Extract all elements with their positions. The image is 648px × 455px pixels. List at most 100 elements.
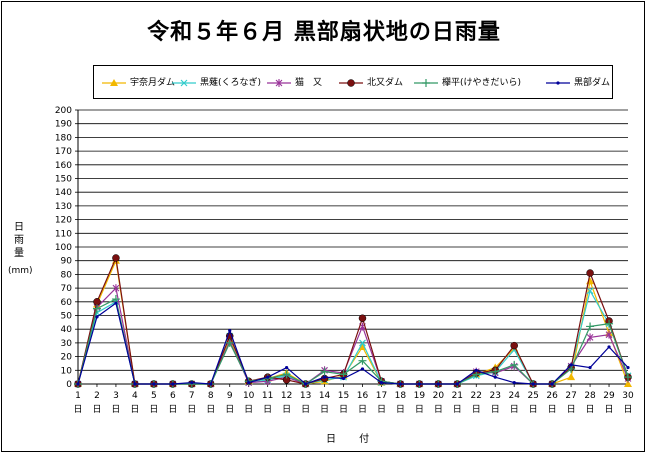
- x-tick-label: 25: [527, 391, 538, 401]
- x-tick-suffix: 日: [73, 404, 82, 415]
- x-tick-suffix: 日: [491, 404, 500, 415]
- data-point: [303, 382, 308, 386]
- data-point: [247, 381, 251, 385]
- data-point: [133, 382, 137, 386]
- y-tick-label: 120: [55, 216, 72, 226]
- y-tick-label: 140: [55, 188, 72, 198]
- x-tick-label: 21: [452, 391, 463, 401]
- data-point: [605, 319, 614, 328]
- y-tick-label: 60: [61, 298, 73, 308]
- data-point: [112, 284, 120, 293]
- data-point: [209, 382, 213, 386]
- data-point: [588, 365, 592, 370]
- x-tick-label: 16: [357, 391, 369, 401]
- legend-label: 猫 又: [295, 78, 323, 88]
- data-point: [76, 382, 80, 386]
- x-tick-label: 28: [584, 391, 596, 401]
- data-point: [474, 368, 478, 372]
- data-point: [398, 382, 403, 386]
- x-tick-suffix: 日: [377, 404, 386, 415]
- y-tick-label: 10: [61, 366, 73, 376]
- data-point: [359, 339, 366, 347]
- y-tick-label: 130: [55, 202, 72, 212]
- legend-swatch: [414, 79, 438, 87]
- legend-swatch-marker: [422, 79, 430, 87]
- legend-swatch-marker: [556, 81, 560, 85]
- x-tick-suffix: 日: [567, 404, 576, 415]
- x-tick-label: 4: [132, 391, 138, 401]
- y-tick-label: 170: [55, 147, 72, 157]
- data-point: [93, 298, 101, 306]
- legend-swatch-marker: [180, 79, 188, 87]
- chart-title: 令和５年６月 黒部扇状地の日雨量: [147, 20, 501, 45]
- legend-label: 黒薙(くろなぎ): [200, 78, 262, 88]
- x-tick-suffix: 日: [434, 404, 443, 415]
- x-tick-label: 11: [262, 391, 273, 401]
- x-tick-suffix: 日: [472, 404, 481, 415]
- y-tick-label: 190: [55, 120, 72, 130]
- x-tick-suffix: 日: [149, 404, 158, 415]
- x-tick-label: 24: [508, 391, 520, 401]
- x-tick-suffix: 日: [263, 404, 272, 415]
- y-tick-label: 110: [55, 229, 72, 239]
- x-tick-suffix: 日: [187, 404, 196, 415]
- y-tick-label: 20: [61, 353, 73, 363]
- x-tick-label: 23: [490, 391, 501, 401]
- y-tick-label: 200: [55, 106, 72, 116]
- data-point: [95, 315, 99, 319]
- data-point: [586, 322, 595, 331]
- x-tick-label: 12: [281, 391, 292, 401]
- data-point: [586, 333, 594, 342]
- data-point: [550, 382, 554, 386]
- data-point: [379, 381, 384, 385]
- y-tick-label: 40: [61, 325, 73, 335]
- data-point: [569, 363, 573, 367]
- data-point: [586, 287, 594, 295]
- x-tick-suffix: 日: [358, 404, 367, 415]
- y-tick-label: 150: [55, 175, 72, 185]
- x-tick-label: 19: [414, 391, 426, 401]
- x-tick-suffix: 日: [130, 404, 139, 415]
- data-point: [152, 382, 156, 386]
- data-point: [436, 382, 440, 386]
- legend-label: 宇奈月ダム: [130, 78, 176, 88]
- y-axis-label: 日雨量: [14, 222, 24, 259]
- legend-swatch: [546, 81, 570, 85]
- x-tick-label: 6: [170, 391, 176, 401]
- y-axis-unit: (mm): [8, 266, 33, 276]
- legend-label: 北又ダム: [367, 78, 404, 88]
- x-tick-suffix: 日: [92, 404, 101, 415]
- x-tick-suffix: 日: [396, 404, 405, 415]
- legend-label: 黒部ダム: [574, 78, 611, 88]
- data-point: [624, 380, 632, 387]
- data-point: [171, 382, 175, 386]
- x-tick-label: 17: [376, 391, 387, 401]
- y-tick-label: 90: [61, 257, 73, 267]
- y-tick-label: 70: [61, 284, 73, 294]
- x-tick-label: 3: [113, 391, 119, 401]
- data-point: [114, 301, 118, 305]
- data-point: [341, 376, 346, 381]
- x-tick-suffix: 日: [244, 404, 253, 415]
- y-tick-label: 80: [61, 270, 73, 280]
- data-point: [626, 365, 630, 370]
- data-point: [493, 375, 497, 379]
- x-tick-label: 2: [94, 391, 100, 401]
- legend-label: 欅平(けやきだいら): [442, 78, 522, 88]
- legend-swatch-marker: [275, 79, 283, 87]
- x-tick-suffix: 日: [529, 404, 538, 415]
- y-tick-label: 0: [66, 380, 72, 390]
- legend-swatch: [172, 79, 196, 87]
- data-point: [320, 367, 329, 376]
- x-tick-suffix: 日: [282, 404, 291, 415]
- data-point: [607, 345, 611, 349]
- y-tick-label: 30: [61, 339, 73, 349]
- legend: 宇奈月ダム 黒薙(くろなぎ) 猫 又 北又ダム 欅平(けやきだいら) 黒部ダム: [93, 65, 613, 99]
- data-point: [92, 304, 101, 313]
- data-point: [228, 328, 232, 333]
- x-tick-label: 9: [227, 391, 233, 401]
- data-point: [531, 382, 535, 386]
- legend-swatch: [339, 79, 363, 87]
- data-point: [322, 375, 327, 379]
